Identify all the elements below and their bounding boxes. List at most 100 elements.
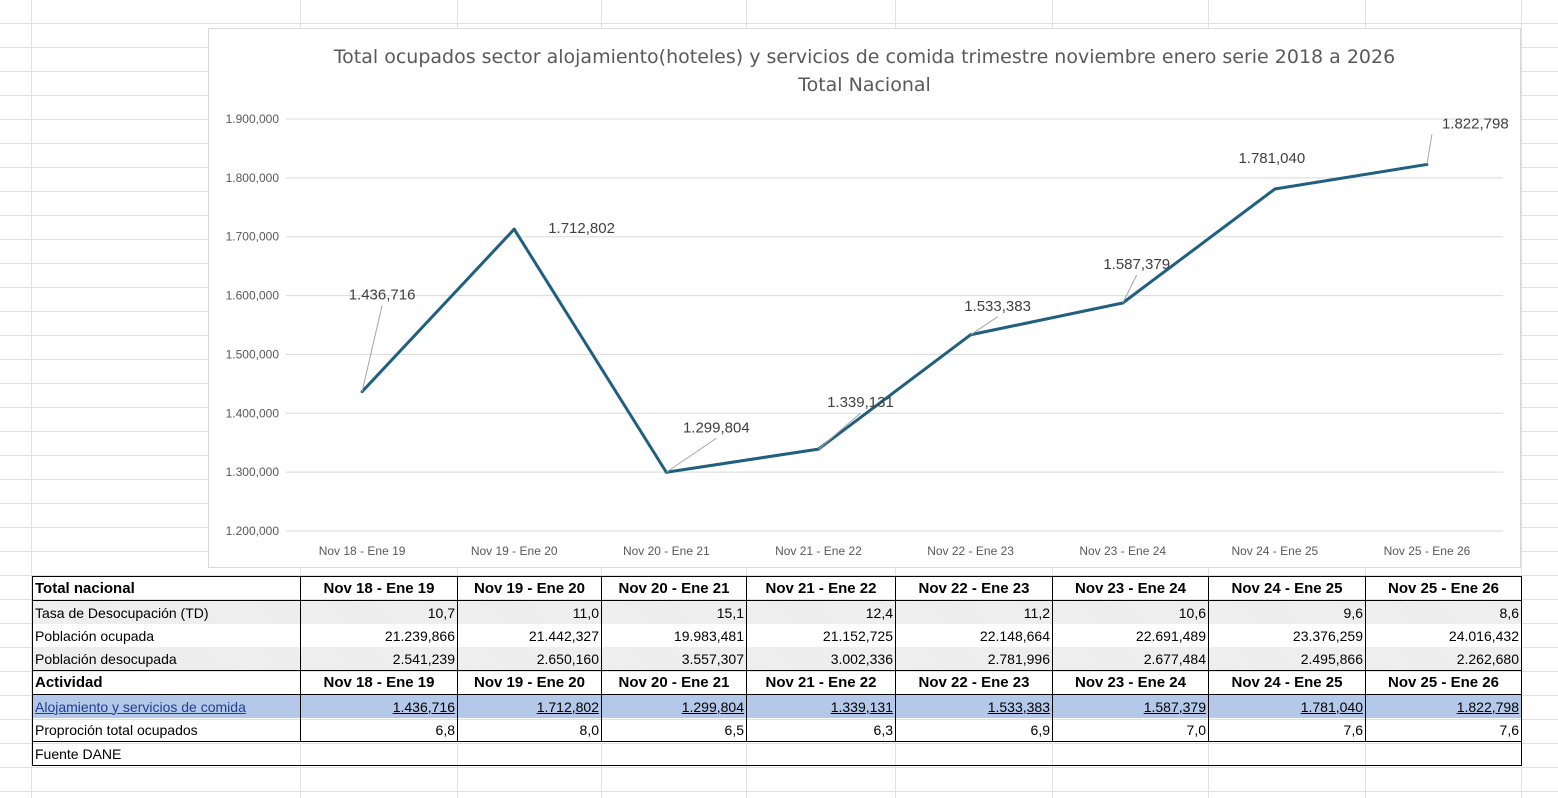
row-label: Total nacional: [32, 576, 301, 601]
table-cell: Nov 20 - Ene 21: [601, 576, 747, 601]
table-cell: 3.557,307: [601, 647, 747, 671]
row-label: Población desocupada: [32, 647, 301, 671]
x-tick-label: Nov 22 - Ene 23: [927, 544, 1014, 558]
row-label[interactable]: Alojamiento y servicios de comida: [32, 694, 301, 718]
leader-line: [666, 437, 717, 473]
table-cell[interactable]: 1.781,040: [1208, 694, 1366, 718]
leader-line: [818, 412, 861, 450]
x-tick-label: Nov 21 - Ene 22: [775, 544, 862, 558]
table-cell: Nov 23 - Ene 24: [1052, 670, 1209, 695]
table-cell: 6,9: [895, 718, 1053, 742]
table-cell: 12,4: [746, 600, 896, 624]
data-label: 1.587,379: [1103, 256, 1170, 273]
table-cell: 8,6: [1365, 600, 1522, 624]
table-cell: Nov 18 - Ene 19: [300, 670, 458, 695]
table-cell: 11,0: [457, 600, 602, 624]
leader-line: [970, 316, 998, 336]
source-note: Fuente DANE: [32, 741, 1522, 766]
table-cell[interactable]: 1.533,383: [895, 694, 1053, 718]
table-cell: 19.983,481: [601, 624, 747, 647]
table-cell[interactable]: 1.436,716: [300, 694, 458, 718]
line-chart[interactable]: Total ocupados sector alojamiento(hotele…: [208, 28, 1521, 568]
table-cell: 15,1: [601, 600, 747, 624]
data-label: 1.436,716: [349, 287, 416, 304]
y-tick-label: 1.200,000: [226, 524, 280, 538]
table-cell: 6,3: [746, 718, 896, 742]
table-cell: Nov 21 - Ene 22: [746, 576, 896, 601]
table-cell: 22.148,664: [895, 624, 1053, 647]
table-cell[interactable]: 1.339,131: [746, 694, 896, 718]
table-cell: 11,2: [895, 600, 1053, 624]
row-label: Actividad: [32, 670, 301, 695]
table-cell: 2.677,484: [1052, 647, 1209, 671]
chart-subtitle: Total Nacional: [798, 74, 931, 96]
series-line: [360, 162, 1428, 474]
table-cell: 9,6: [1208, 600, 1366, 624]
table-row: Población ocupada 21.239,866 21.442,327 19.…: [32, 624, 1522, 647]
table-cell[interactable]: 1.712,802: [457, 694, 602, 718]
x-tick-label: Nov 18 - Ene 19: [319, 544, 406, 558]
row-label: Tasa de Desocupación (TD): [32, 600, 301, 624]
source-row: Fuente DANE: [32, 741, 1522, 766]
table-cell[interactable]: 1.587,379: [1052, 694, 1209, 718]
table-cell: 2.262,680: [1365, 647, 1522, 671]
table-cell: 6,8: [300, 718, 458, 742]
table-cell: Nov 23 - Ene 24: [1052, 576, 1209, 601]
table-cell: Nov 22 - Ene 23: [895, 576, 1053, 601]
data-table: Total nacional Nov 18 - Ene 19 Nov 19 - En…: [32, 576, 1522, 766]
table-cell: 10,6: [1052, 600, 1209, 624]
x-tick-label: Nov 19 - Ene 20: [471, 544, 558, 558]
data-label: 1.533,383: [964, 298, 1031, 315]
data-label: 1.339,131: [827, 394, 894, 411]
data-label: 1.712,802: [548, 220, 615, 237]
data-point: [1273, 187, 1277, 191]
table-cell: 2.541,239: [300, 647, 458, 671]
table-cell: Nov 19 - Ene 20: [457, 670, 602, 695]
table-cell: 10,7: [300, 600, 458, 624]
data-label: 1.781,040: [1238, 150, 1305, 167]
table-cell: Nov 21 - Ene 22: [746, 670, 896, 695]
table-cell: 8,0: [457, 718, 602, 742]
table-cell[interactable]: 1.299,804: [601, 694, 747, 718]
y-tick-label: 1.500,000: [226, 347, 280, 361]
table-cell: Nov 24 - Ene 25: [1208, 576, 1366, 601]
table-cell: Nov 18 - Ene 19: [300, 576, 458, 601]
table-cell: 21.152,725: [746, 624, 896, 647]
table-row: Tasa de Desocupación (TD) 10,7 11,0 15,1 12,…: [32, 600, 1522, 624]
table-row: Proproción total ocupados 6,8 8,0 6,5 6,3 6,9…: [32, 718, 1522, 742]
table-cell: 24.016,432: [1365, 624, 1522, 647]
table-row: Alojamiento y servicios de comida 1.436,7…: [32, 694, 1522, 718]
table-row: Total nacional Nov 18 - Ene 19 Nov 19 - En…: [32, 576, 1522, 601]
table-cell[interactable]: 1.822,798: [1365, 694, 1522, 718]
table-cell: 2.650,160: [457, 647, 602, 671]
table-cell: 7,0: [1052, 718, 1209, 742]
x-tick-label: Nov 25 - Ene 26: [1384, 544, 1471, 558]
table-cell: 2.495,866: [1208, 647, 1366, 671]
y-tick-label: 1.900,000: [226, 112, 280, 126]
leader-line: [361, 305, 383, 392]
table-cell: Nov 25 - Ene 26: [1365, 670, 1522, 695]
table-cell: 7,6: [1208, 718, 1366, 742]
data-point: [512, 227, 516, 231]
table-cell: 2.781,996: [895, 647, 1053, 671]
table-cell: Nov 25 - Ene 26: [1365, 576, 1522, 601]
table-row: Actividad Nov 18 - Ene 19 Nov 19 - Ene 20 N…: [32, 670, 1522, 695]
y-tick-label: 1.400,000: [226, 406, 280, 420]
chart-title: Total ocupados sector alojamiento(hotele…: [209, 43, 1520, 99]
data-label: 1.299,804: [683, 419, 750, 436]
table-cell: 3.002,336: [746, 647, 896, 671]
row-label: Población ocupada: [32, 624, 301, 647]
table-cell: 21.442,327: [457, 624, 602, 647]
y-tick-label: 1.700,000: [226, 230, 280, 244]
leader-line: [1122, 274, 1138, 304]
y-tick-label: 1.300,000: [226, 465, 280, 479]
table-cell: Nov 19 - Ene 20: [457, 576, 602, 601]
column-divider: [1521, 0, 1522, 798]
table-cell: 6,5: [601, 718, 747, 742]
table-cell: 22.691,489: [1052, 624, 1209, 647]
chart-title-main: Total ocupados sector alojamiento(hotele…: [333, 46, 1396, 68]
table-row: Población desocupada 2.541,239 2.650,160 3.…: [32, 647, 1522, 671]
x-tick-label: Nov 20 - Ene 21: [623, 544, 710, 558]
table-cell: 21.239,866: [300, 624, 458, 647]
y-tick-label: 1.600,000: [226, 289, 280, 303]
